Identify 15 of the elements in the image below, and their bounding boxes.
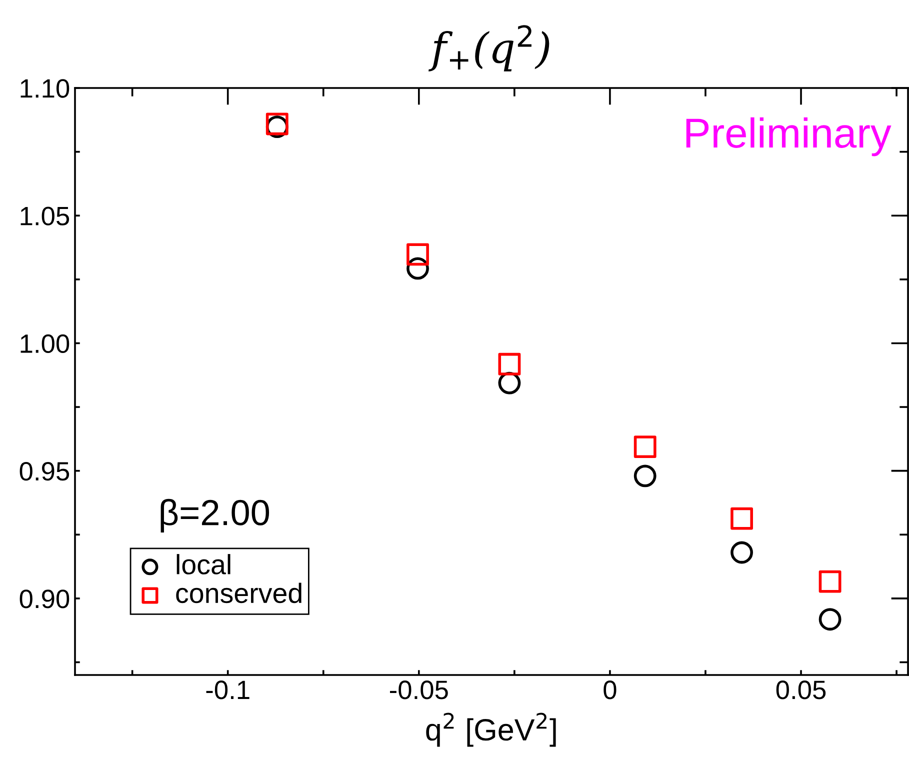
y-tick-label: 1.00 xyxy=(20,334,70,354)
y-tick-label: 0.95 xyxy=(20,462,70,481)
x-tick-label: -0.1 xyxy=(206,680,250,700)
y-tick-label: 1.05 xyxy=(20,206,70,226)
x-tick-label: 0.05 xyxy=(776,680,826,700)
legend-label: local xyxy=(176,554,230,574)
annotation: β=2.00 xyxy=(160,498,270,533)
x-axis-title: q$^{2}$ [GeV$^{2}$] xyxy=(426,712,556,747)
annotation: Preliminary xyxy=(686,117,892,156)
y-tick-label: 0.90 xyxy=(20,590,70,608)
y-tick-label: 1.10 xyxy=(20,79,70,98)
chart-title: f$_{+}$(q$^{2}$) xyxy=(428,25,550,72)
legend-label: conserved xyxy=(176,582,302,604)
x-tick-label: -0.05 xyxy=(390,680,448,700)
x-tick-label: 0 xyxy=(604,680,616,700)
